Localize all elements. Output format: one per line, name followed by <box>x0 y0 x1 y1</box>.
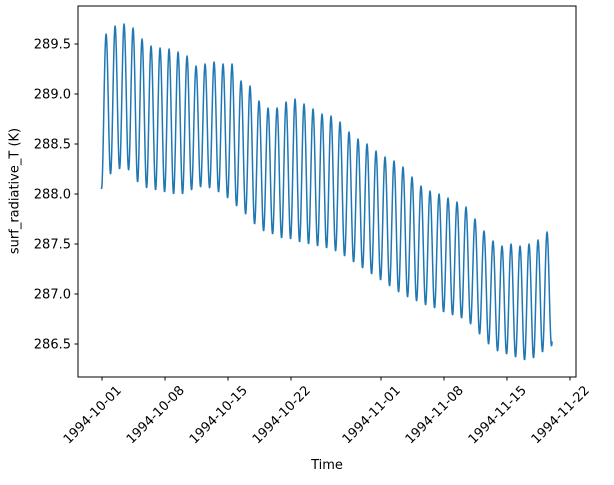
x-axis-ticks: 1994-10-011994-10-081994-10-151994-10-22… <box>61 377 593 447</box>
y-tick-label: 289.5 <box>34 38 71 53</box>
x-tick-label: 1994-11-08 <box>403 383 467 447</box>
y-axis-ticks: 286.5 287.0 287.5 288.0 288.5 289.0 289.5 <box>34 38 78 353</box>
temperature-series-line <box>100 23 553 361</box>
x-tick-label: 1994-10-08 <box>124 383 188 447</box>
y-tick-label: 286.5 <box>34 338 71 353</box>
x-tick-label: 1994-10-22 <box>250 383 314 447</box>
y-axis-title: surf_radiative_T (K) <box>7 127 23 255</box>
y-tick-label: 287.5 <box>34 238 71 253</box>
y-tick-label: 287.0 <box>34 288 71 303</box>
plot-border <box>77 5 577 378</box>
x-axis-title: Time <box>311 458 343 473</box>
x-tick-label: 1994-11-15 <box>466 383 530 447</box>
x-tick-label: 1994-11-01 <box>340 383 404 447</box>
x-tick-label: 1994-11-22 <box>529 383 593 447</box>
x-tick-label: 1994-10-15 <box>187 383 251 447</box>
y-tick-label: 288.5 <box>34 138 71 153</box>
y-tick-label: 289.0 <box>34 88 71 103</box>
y-tick-label: 288.0 <box>34 188 71 203</box>
x-tick-label: 1994-10-01 <box>61 383 125 447</box>
